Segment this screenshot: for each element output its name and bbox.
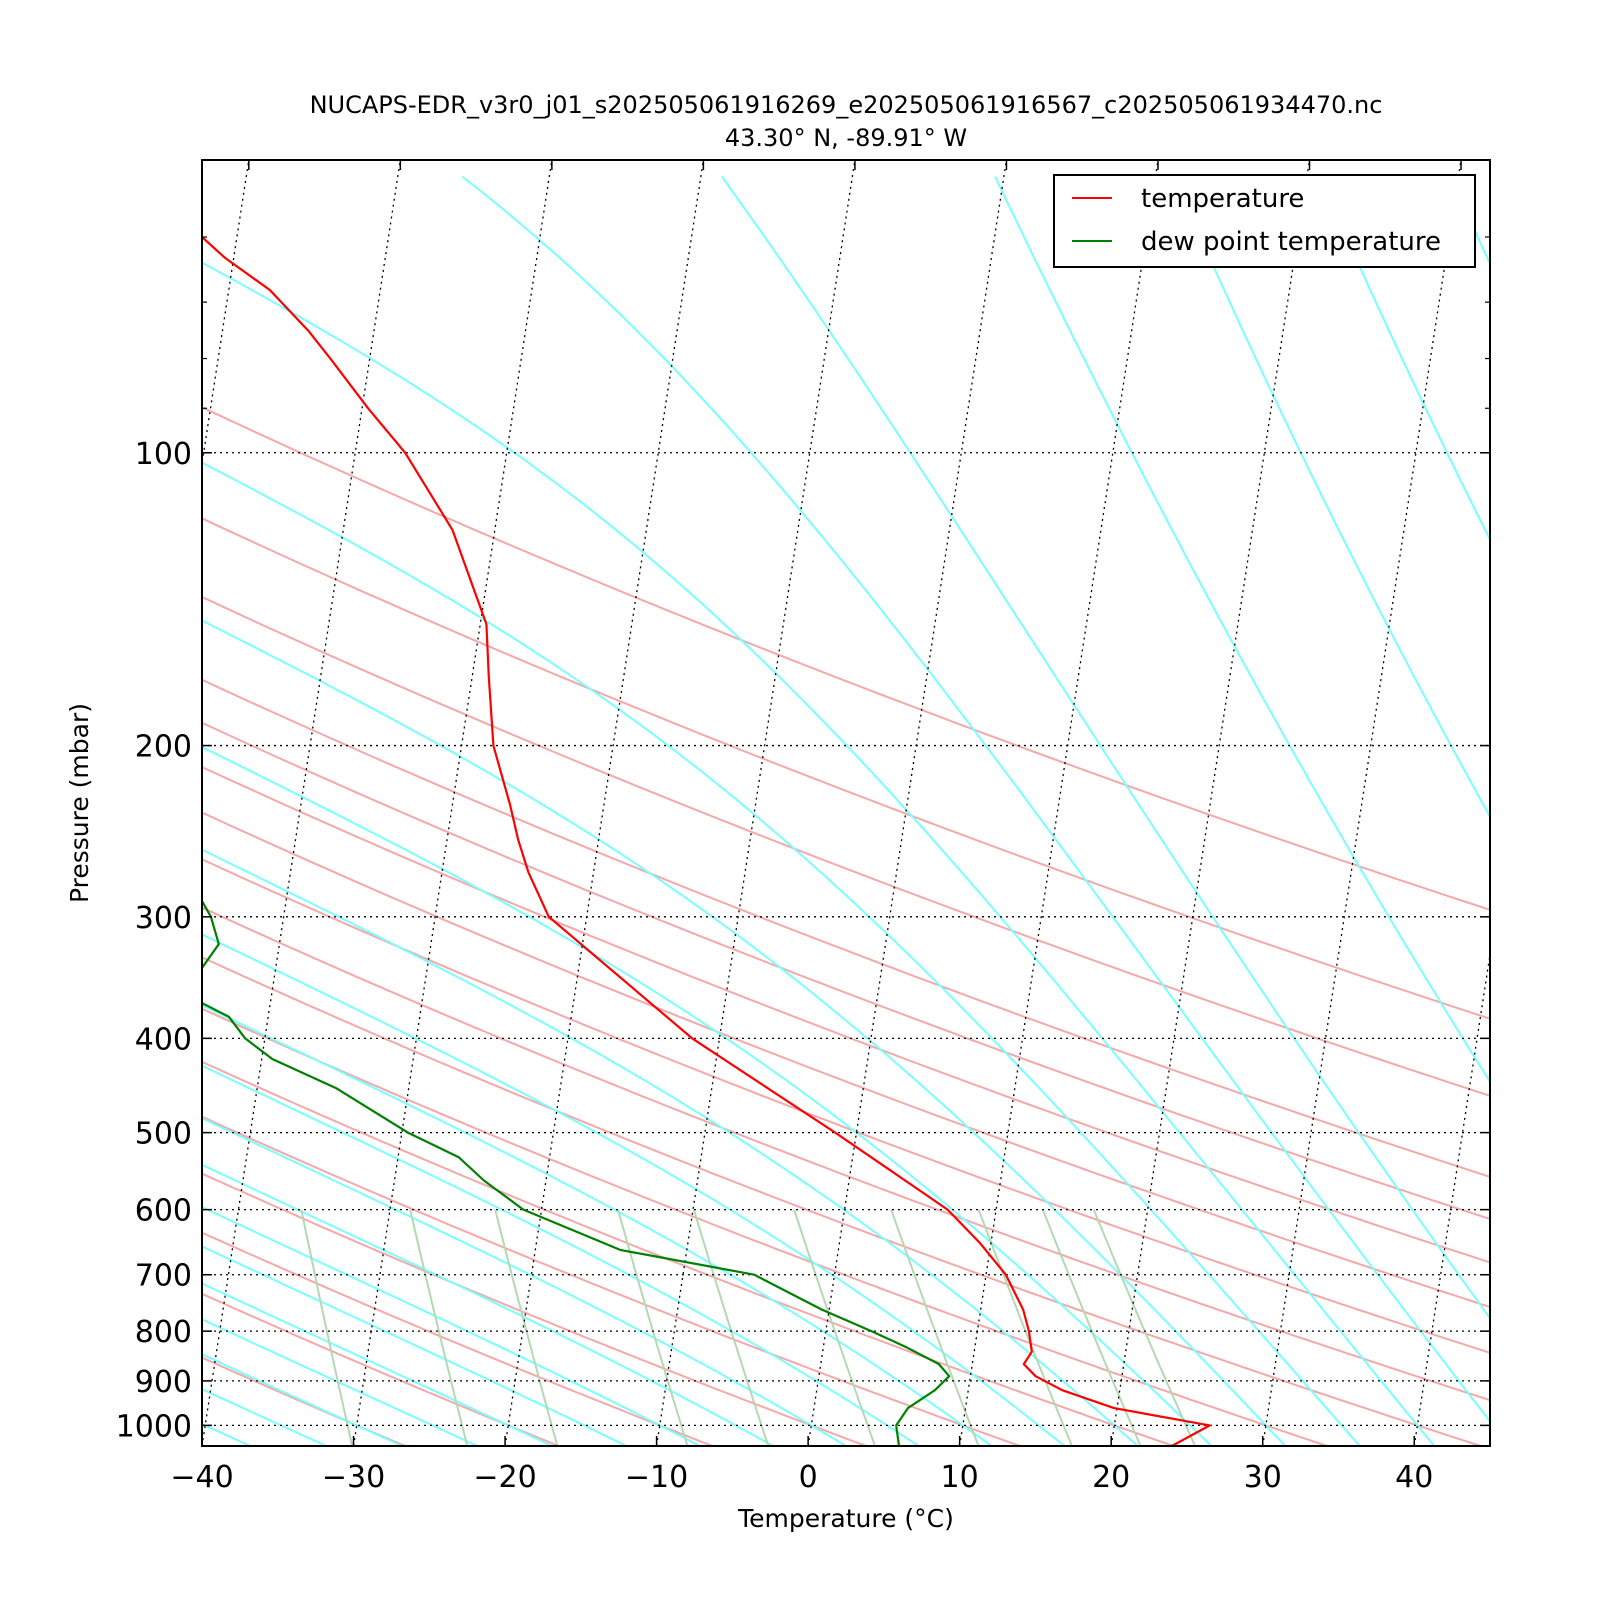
dry-adiabat-line	[202, 517, 1490, 1020]
dry-adiabat-line	[202, 858, 1490, 1354]
moist-adiabat-line	[202, 1163, 774, 1446]
mixing-ratio-line	[494, 1209, 559, 1446]
moist-adiabat-line	[202, 848, 1139, 1446]
isotherm-line	[504, 160, 705, 1446]
moist-adiabat-line	[202, 1004, 993, 1446]
moist-adiabat-line	[202, 1245, 627, 1446]
x-tick-label: 10	[941, 1460, 979, 1495]
dry-adiabat-line	[202, 1060, 1174, 1446]
isotherm-line	[1413, 950, 1490, 1446]
legend: temperature dew point temperature	[1053, 174, 1476, 268]
dry-adiabat-line	[202, 1231, 713, 1446]
x-tick-label: 30	[1244, 1460, 1282, 1495]
moist-adiabat-line	[461, 175, 1490, 1423]
x-tick-label: 0	[799, 1460, 818, 1495]
moist-adiabat-line	[202, 1064, 920, 1446]
mixing-ratio-line	[409, 1209, 469, 1446]
y-tick-label: 300	[135, 901, 192, 936]
y-axis-label: Pressure (mbar)	[65, 703, 94, 903]
x-tick-label: 20	[1092, 1460, 1130, 1495]
y-tick-label: 900	[135, 1365, 192, 1400]
moist-adiabat-line	[202, 1282, 553, 1446]
y-tick-label: 1000	[116, 1409, 192, 1444]
x-tick-label: −30	[322, 1460, 385, 1495]
chart-subtitle: 43.30° N, -89.91° W	[725, 124, 967, 152]
isotherm-line	[959, 160, 1159, 1446]
y-tick-label: 100	[135, 437, 192, 472]
dry-adiabat-line	[202, 765, 1490, 1264]
legend-dewpoint-label: dew point temperature	[1141, 227, 1441, 257]
isotherm-line	[1110, 160, 1311, 1446]
mixing-ratio-line	[616, 1209, 689, 1446]
dry-adiabat-line	[202, 811, 1490, 1309]
dry-adiabat-line	[202, 1172, 867, 1446]
moist-adiabat-line	[202, 1353, 403, 1446]
dry-adiabat-line	[202, 1007, 1328, 1446]
plot-area	[202, 160, 1490, 1446]
dry-adiabat-line	[202, 406, 1490, 911]
data-series	[202, 235, 1211, 1446]
moist-adiabats	[202, 175, 1490, 1446]
chart-title: NUCAPS-EDR_v3r0_j01_s202505061916269_e20…	[310, 91, 1383, 119]
moist-adiabat-line	[994, 176, 1490, 1084]
x-tick-label: −10	[625, 1460, 688, 1495]
dry-adiabat-line	[202, 1115, 1021, 1446]
grid-lines	[202, 160, 1490, 1446]
dry-adiabat-line	[202, 721, 1490, 1221]
isotherm-line	[655, 160, 856, 1446]
y-tick-label: 200	[135, 730, 192, 765]
mixing-ratio-line	[890, 1209, 980, 1446]
mixing-ratio-line	[300, 1209, 354, 1446]
isotherm-line	[352, 160, 553, 1446]
mixing-ratio-line	[793, 1209, 876, 1446]
moist-adiabat-line	[202, 261, 1436, 1446]
y-tick-label: 600	[135, 1194, 192, 1229]
moist-adiabat-line	[202, 1206, 701, 1446]
dry-adiabat-line	[202, 595, 1490, 1097]
moist-adiabat-line	[202, 619, 1287, 1446]
dry-adiabats	[202, 406, 1490, 1446]
isotherm-line	[807, 160, 1008, 1446]
mixing-ratio-line	[1041, 1209, 1142, 1446]
moist-adiabat-line	[720, 176, 1490, 1320]
x-tick-label: −20	[473, 1460, 536, 1495]
moist-adiabat-line	[202, 745, 1213, 1446]
y-tick-label: 400	[135, 1022, 192, 1057]
mixing-ratio-line	[692, 1209, 770, 1446]
dry-adiabat-line	[202, 1356, 406, 1446]
y-tick-label: 500	[135, 1117, 192, 1152]
isotherm-line	[1262, 160, 1462, 1446]
x-axis-label: Temperature (°C)	[737, 1504, 954, 1533]
temperature-line	[202, 235, 1211, 1446]
x-tick-label: −40	[170, 1460, 233, 1495]
mixing-ratio-line	[1092, 1209, 1197, 1446]
dewpoint-line	[202, 898, 951, 1446]
moist-adiabat-line	[202, 1117, 847, 1446]
legend-temperature-label: temperature	[1141, 184, 1304, 214]
moist-adiabat-line	[202, 461, 1361, 1446]
moist-adiabat-line	[202, 1318, 478, 1446]
x-tick-label: 40	[1395, 1460, 1433, 1495]
y-tick-label: 700	[135, 1259, 192, 1294]
mixing-ratio-lines	[300, 1209, 1197, 1446]
plot-frame	[201, 159, 1491, 1447]
legend-box	[1053, 174, 1476, 268]
dry-adiabat-line	[202, 678, 1490, 1178]
moist-adiabat-line	[1172, 176, 1490, 819]
dry-adiabat-line	[202, 956, 1482, 1446]
x-axis-ticks: −40 −30 −20 −10 0 10 20 30 40	[170, 160, 1462, 1495]
dry-adiabat-line	[202, 906, 1490, 1402]
y-axis-ticks: 100 200 300 400 500 600 700 800 900 1000	[116, 159, 1490, 1444]
dry-adiabat-line	[202, 1292, 560, 1446]
y-tick-label: 800	[135, 1315, 192, 1350]
isotherm-line	[202, 160, 401, 1446]
